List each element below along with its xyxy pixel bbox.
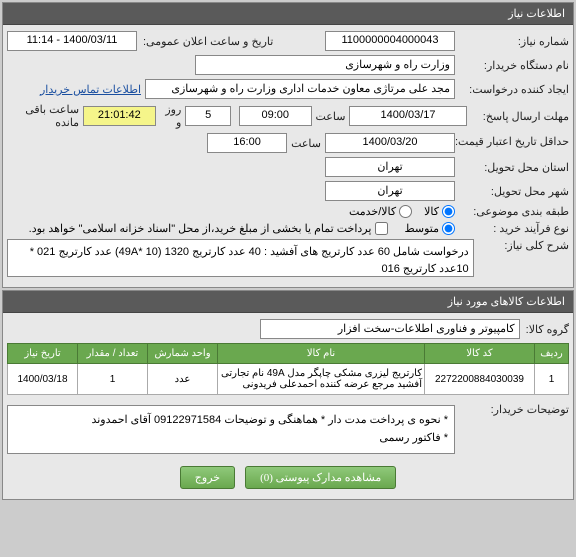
need-info-form: شماره نیاز: 1100000004000043 تاریخ و ساع… bbox=[3, 25, 573, 287]
treasury-checkbox-row: پرداخت تمام یا بخشی از مبلغ خرید،از محل … bbox=[29, 222, 389, 235]
announce-label: تاریخ و ساعت اعلان عمومی: bbox=[141, 35, 273, 48]
table-row: 1 2272200884030039 کارتریج لیزری مشکی چا… bbox=[8, 364, 569, 395]
radio-goods-label: کالا bbox=[424, 205, 439, 218]
min-valid-time: 16:00 bbox=[207, 133, 287, 153]
time-label-1: ساعت bbox=[316, 110, 346, 123]
group-label: گروه کالا: bbox=[524, 323, 569, 336]
cell-row: 1 bbox=[535, 364, 569, 395]
budget-label: طبقه بندی موضوعی: bbox=[459, 205, 569, 218]
col-qty: تعداد / مقدار bbox=[78, 344, 148, 364]
contact-link[interactable]: اطلاعات تماس خریدار bbox=[40, 83, 141, 96]
deadline-time1: 09:00 bbox=[239, 106, 312, 126]
need-info-panel: اطلاعات نیاز شماره نیاز: 110000000400004… bbox=[2, 2, 574, 288]
remaining-label: ساعت باقی مانده bbox=[7, 103, 79, 129]
radio-service-label: کالا/خدمت bbox=[349, 205, 396, 218]
time-label-2: ساعت bbox=[291, 137, 321, 150]
goods-info-panel: اطلاعات کالاهای مورد نیاز گروه کالا: کام… bbox=[2, 290, 574, 500]
desc-label: شرح کلی نیاز: bbox=[478, 239, 569, 252]
process-radio-group: متوسط bbox=[404, 222, 455, 235]
col-name: نام کالا bbox=[218, 344, 425, 364]
cell-date: 1400/03/18 bbox=[8, 364, 78, 395]
deadline-date1: 1400/03/17 bbox=[349, 106, 466, 126]
cell-name: کارتریج لیزری مشکی چاپگر مدل 49A نام تجا… bbox=[218, 364, 425, 395]
col-code: کد کالا bbox=[425, 344, 535, 364]
goods-form: گروه کالا: کامپیوتر و فناوری اطلاعات-سخت… bbox=[3, 313, 573, 499]
city-value: تهران bbox=[325, 181, 455, 201]
min-valid-date: 1400/03/20 bbox=[325, 133, 455, 153]
buyer-desc-label: توضیحات خریدار: bbox=[459, 403, 569, 416]
panel-header-need-info: اطلاعات نیاز bbox=[3, 3, 573, 25]
province-label: استان محل تحویل: bbox=[459, 161, 569, 174]
goods-table: ردیف کد کالا نام کالا واحد شمارش تعداد /… bbox=[7, 343, 569, 395]
col-unit: واحد شمارش bbox=[148, 344, 218, 364]
countdown-value: 21:01:42 bbox=[83, 106, 156, 126]
budget-radio-group: کالا کالا/خدمت bbox=[349, 205, 455, 218]
footer-buttons: مشاهده مدارک پیوستی (0) خروج bbox=[7, 458, 569, 493]
panel-header-goods: اطلاعات کالاهای مورد نیاز bbox=[3, 291, 573, 313]
process-label: نوع فرآیند خرید : bbox=[459, 222, 569, 235]
creator-label: ایجاد کننده درخواست: bbox=[459, 83, 569, 96]
creator-value: مجد علی مرتاژی معاون خدمات اداری وزارت ر… bbox=[145, 79, 455, 99]
cell-code: 2272200884030039 bbox=[425, 364, 535, 395]
desc-text: درخواست شامل 60 عدد کارتریج های آفشید : … bbox=[7, 239, 474, 277]
org-value: وزارت راه و شهرسازی bbox=[195, 55, 455, 75]
radio-medium-input[interactable] bbox=[442, 222, 455, 235]
org-label: نام دستگاه خریدار: bbox=[459, 59, 569, 72]
announce-value: 1400/03/11 - 11:14 bbox=[7, 31, 137, 51]
col-date: تاریخ نیاز bbox=[8, 344, 78, 364]
close-button[interactable]: خروج bbox=[180, 466, 235, 489]
radio-medium[interactable]: متوسط bbox=[404, 222, 455, 235]
days-label: روز و bbox=[160, 103, 182, 129]
province-value: تهران bbox=[325, 157, 455, 177]
treasury-checkbox[interactable] bbox=[375, 222, 388, 235]
cell-unit: عدد bbox=[148, 364, 218, 395]
days-value: 5 bbox=[185, 106, 231, 126]
buyer-desc-line1: * نحوه ی پرداخت مدت دار * هماهنگی و توضی… bbox=[14, 412, 448, 430]
group-value: کامپیوتر و فناوری اطلاعات-سخت افزار bbox=[260, 319, 520, 339]
need-number-value: 1100000004000043 bbox=[325, 31, 455, 51]
treasury-checkbox-label: پرداخت تمام یا بخشی از مبلغ خرید،از محل … bbox=[29, 222, 372, 235]
buyer-desc-box: * نحوه ی پرداخت مدت دار * هماهنگی و توضی… bbox=[7, 405, 455, 454]
radio-goods[interactable]: کالا bbox=[424, 205, 455, 218]
radio-service-input[interactable] bbox=[399, 205, 412, 218]
radio-service[interactable]: کالا/خدمت bbox=[349, 205, 412, 218]
buyer-desc-line2: * فاکتور رسمی bbox=[14, 430, 448, 448]
radio-medium-label: متوسط bbox=[404, 222, 439, 235]
city-label: شهر محل تحویل: bbox=[459, 185, 569, 198]
col-row: ردیف bbox=[535, 344, 569, 364]
deadline-send-label: مهلت ارسال پاسخ: bbox=[471, 110, 569, 123]
view-attachments-button[interactable]: مشاهده مدارک پیوستی (0) bbox=[245, 466, 396, 489]
need-number-label: شماره نیاز: bbox=[459, 35, 569, 48]
radio-goods-input[interactable] bbox=[442, 205, 455, 218]
cell-qty: 1 bbox=[78, 364, 148, 395]
min-valid-label: حداقل تاریخ اعتبار قیمت: تا تاریخ: bbox=[459, 136, 569, 149]
